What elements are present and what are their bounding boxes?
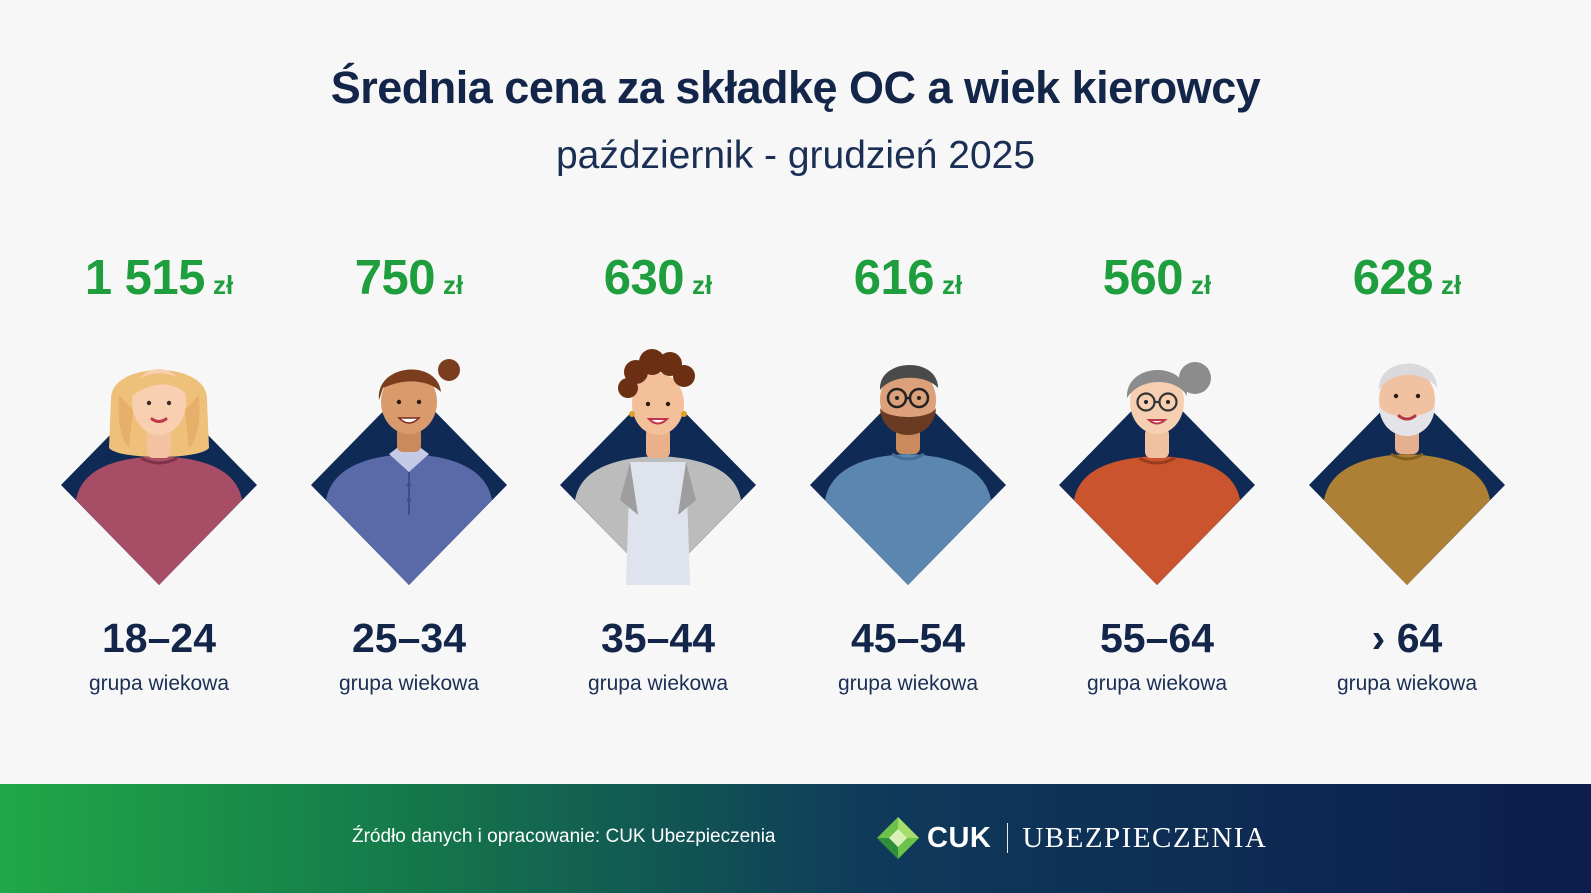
diamond-logo-icon: [877, 817, 919, 859]
company-logo: CUK UBEZPIECZENIA: [875, 810, 1267, 866]
page-title: Średnia cena za składkę OC a wiek kierow…: [330, 62, 1261, 113]
age-group-caption: grupa wiekowa: [837, 672, 979, 695]
price-amount: 750: [354, 251, 436, 305]
price-amount: 1 515: [84, 251, 206, 305]
age-group-caption: grupa wiekowa: [88, 672, 230, 695]
young-man-avatar: [309, 340, 509, 585]
bearded-man-avatar: [808, 340, 1008, 585]
age-range: 55–64: [1099, 615, 1214, 661]
currency-label: zł: [212, 270, 234, 300]
logo-divider: [1007, 823, 1009, 853]
age-group-card: 750 zł 25–34 grupa wiekowa: [284, 240, 534, 710]
age-group-card: 630 zł 35–44: [533, 240, 783, 710]
age-group-card: 560 zł 55–64 grupa wiekowa: [1032, 240, 1282, 710]
logo-company-name: UBEZPIECZENIA: [1022, 821, 1268, 854]
price-amount: 616: [853, 251, 935, 305]
woman-in-blazer-avatar: [558, 340, 758, 585]
age-group-card: 1 515 zł 18–24: [34, 240, 284, 710]
senior-man-avatar: [1307, 340, 1507, 585]
older-woman-avatar: [1057, 340, 1257, 585]
age-group-caption: grupa wiekowa: [587, 672, 729, 695]
average-price: 750 zł: [284, 250, 534, 306]
age-range: 35–44: [600, 615, 715, 661]
currency-label: zł: [692, 270, 713, 300]
age-range: 25–34: [351, 615, 466, 661]
age-group-card: 628 zł › 64 grupa wiekowa: [1282, 240, 1532, 710]
average-price: 630 zł: [533, 250, 783, 306]
average-price: 628 zł: [1282, 250, 1532, 306]
currency-label: zł: [1191, 270, 1212, 300]
currency-label: zł: [443, 270, 464, 300]
age-group-caption: grupa wiekowa: [338, 672, 480, 695]
average-price: 1 515 zł: [34, 250, 284, 306]
age-range: › 64: [1371, 615, 1443, 661]
age-group-caption: grupa wiekowa: [1336, 672, 1478, 695]
average-price: 560 zł: [1032, 250, 1282, 306]
age-group-caption: grupa wiekowa: [1086, 672, 1228, 695]
price-amount: 628: [1352, 251, 1434, 305]
age-group-card: 616 zł 45–54 grupa wiekowa: [783, 240, 1033, 710]
price-amount: 630: [603, 251, 685, 305]
young-woman-avatar: [59, 340, 259, 585]
logo-wordmark: CUK: [927, 821, 992, 854]
currency-label: zł: [942, 270, 963, 300]
data-source-note: Źródło danych i opracowanie: CUK Ubezpie…: [352, 826, 776, 847]
footer-bar: Źródło danych i opracowanie: CUK Ubezpie…: [0, 784, 1591, 893]
age-range: 45–54: [850, 615, 965, 661]
age-groups: 1 515 zł 18–24: [0, 240, 1591, 720]
average-price: 616 zł: [783, 250, 1033, 306]
age-range: 18–24: [101, 615, 216, 661]
page-subtitle: październik - grudzień 2025: [555, 134, 1036, 177]
price-amount: 560: [1102, 251, 1184, 305]
currency-label: zł: [1441, 270, 1462, 300]
